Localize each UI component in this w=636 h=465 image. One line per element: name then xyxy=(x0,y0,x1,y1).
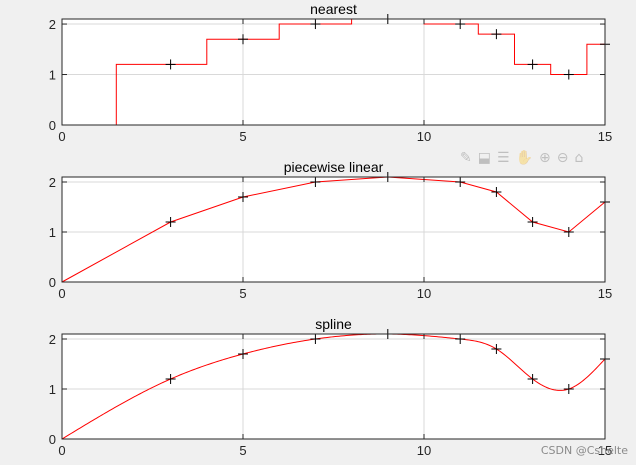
y-tick-label: 0 xyxy=(49,118,56,133)
axes-2: 0 5 10 15 0 1 2 piecewise linear xyxy=(49,159,612,301)
plot-area xyxy=(62,177,605,282)
y-tick-label: 0 xyxy=(49,275,56,290)
y-tick-label: 0 xyxy=(49,432,56,447)
plot-area xyxy=(62,334,605,439)
y-tick-label: 1 xyxy=(49,382,56,397)
x-tick-label: 5 xyxy=(239,129,246,144)
plot-area xyxy=(62,19,605,125)
data-point-marker xyxy=(563,69,574,80)
data-point-marker xyxy=(310,19,321,30)
data-point-marker xyxy=(455,19,466,30)
axes-1: 0 5 10 15 0 1 2 nearest xyxy=(49,1,612,144)
data-point-marker xyxy=(165,374,176,384)
x-tick-label: 10 xyxy=(417,286,431,301)
x-tick-label: 0 xyxy=(58,129,65,144)
export-icon[interactable]: ⬓ xyxy=(477,150,491,166)
x-tick-label: 5 xyxy=(239,286,246,301)
data-point-marker xyxy=(563,227,574,237)
data-point-marker xyxy=(165,59,176,70)
series-line xyxy=(61,333,606,440)
data-point-marker xyxy=(455,177,466,187)
x-tick-label: 5 xyxy=(239,443,246,458)
data-point-marker xyxy=(310,177,321,187)
zoom-out-icon[interactable]: ⊖ xyxy=(556,150,569,166)
data-point-marker xyxy=(491,29,502,40)
zoom-in-icon[interactable]: ⊕ xyxy=(538,150,551,166)
data-point-marker xyxy=(527,374,538,384)
watermark: CSDN @Cshelte xyxy=(540,444,628,457)
chart-title: spline xyxy=(315,316,352,332)
edit-icon[interactable]: ✎ xyxy=(460,150,472,166)
data-point-marker xyxy=(310,334,321,344)
pan-icon[interactable]: ✋ xyxy=(515,150,533,166)
axes-frame xyxy=(61,176,606,283)
data-point-marker xyxy=(491,187,502,197)
data-point-marker xyxy=(527,217,538,227)
axes-frame xyxy=(61,333,606,440)
axes-frame xyxy=(61,18,606,126)
data-point-marker xyxy=(455,334,466,344)
x-tick-label: 15 xyxy=(598,129,612,144)
y-tick-label: 2 xyxy=(49,175,56,190)
x-tick-label: 0 xyxy=(58,443,65,458)
data-point-marker xyxy=(238,34,248,45)
y-tick-label: 1 xyxy=(49,68,56,83)
x-tick-label: 0 xyxy=(58,286,65,301)
x-tick-label: 15 xyxy=(598,443,612,458)
x-tick-label: 10 xyxy=(417,443,431,458)
y-tick-label: 1 xyxy=(49,225,56,240)
chart-title: piecewise linear xyxy=(284,159,384,175)
axes-3: 0 5 10 15 0 1 2 spline xyxy=(49,316,612,458)
data-point-marker xyxy=(563,384,574,394)
x-tick-label: 10 xyxy=(417,129,431,144)
data-point-marker xyxy=(238,192,248,202)
data-point-marker xyxy=(527,59,538,70)
axes-toolbar[interactable]: ✎ ⬓ ☰ ✋ ⊕ ⊖ ⌂ xyxy=(460,150,583,166)
chart-title: nearest xyxy=(310,1,357,17)
data-point-marker xyxy=(491,344,502,354)
brush-icon[interactable]: ☰ xyxy=(496,150,510,166)
data-point-marker xyxy=(238,349,248,359)
y-tick-label: 2 xyxy=(49,17,56,32)
data-point-marker xyxy=(165,217,176,227)
x-tick-label: 15 xyxy=(598,286,612,301)
y-tick-label: 2 xyxy=(49,332,56,347)
home-icon[interactable]: ⌂ xyxy=(574,150,584,166)
